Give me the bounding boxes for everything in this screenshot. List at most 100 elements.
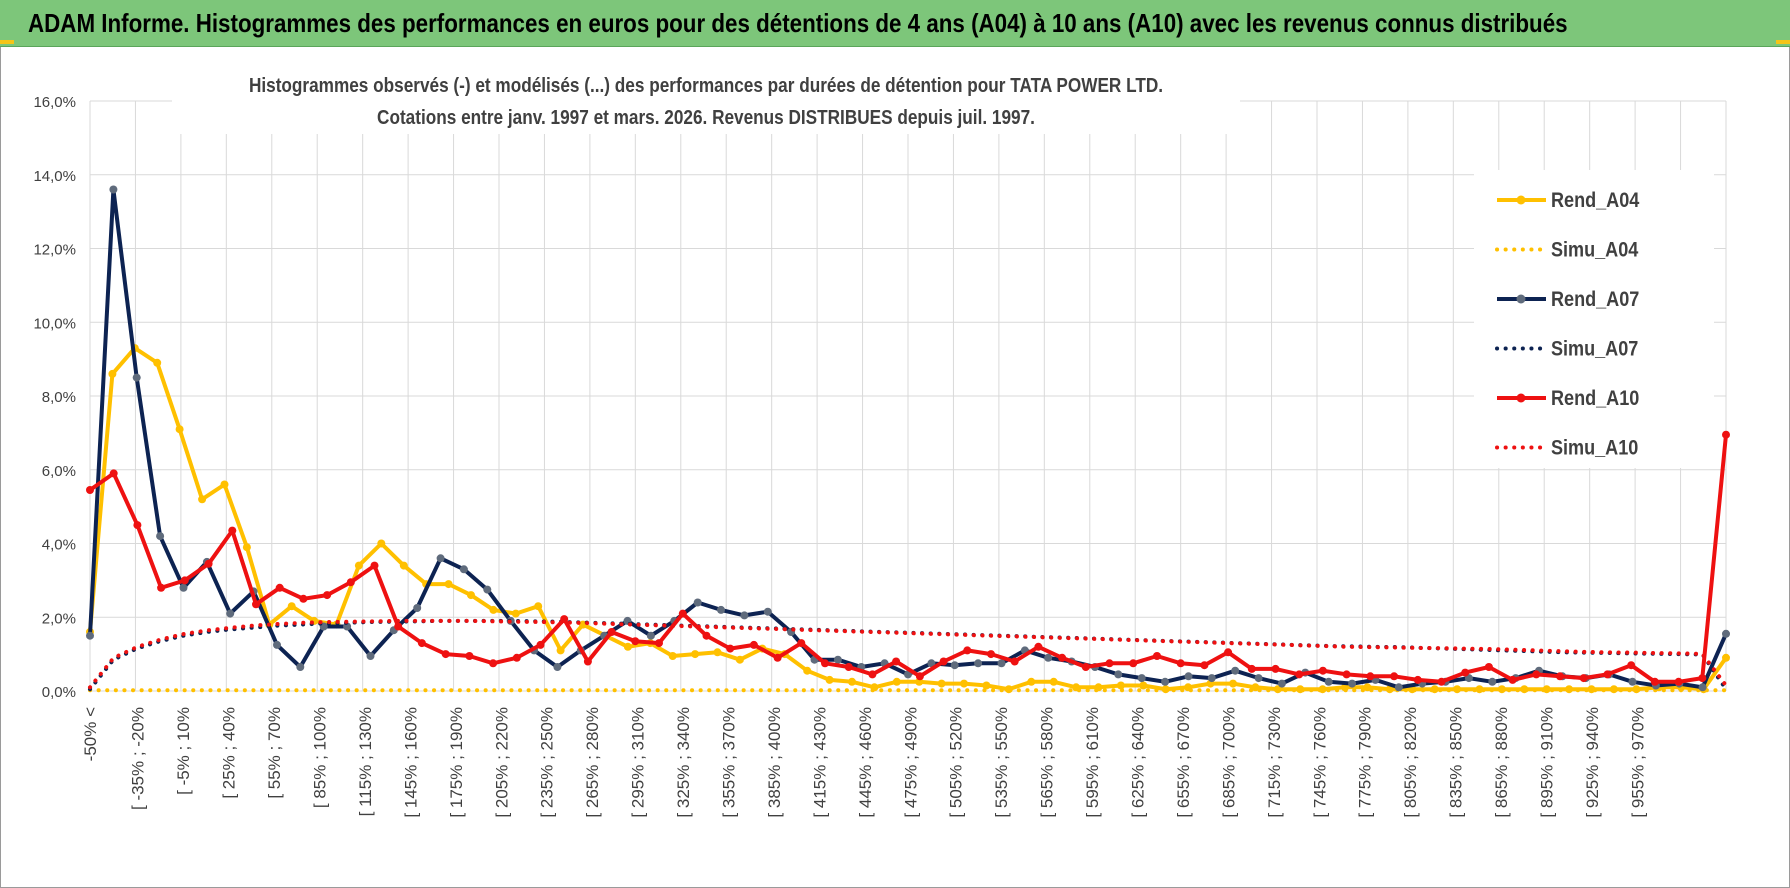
series-rend-a04-point bbox=[825, 675, 834, 684]
series-rend-a10-point bbox=[133, 521, 142, 530]
series-rend-a10-point bbox=[963, 646, 972, 655]
series-rend-a07-point bbox=[763, 607, 772, 616]
series-rend-a04-point bbox=[534, 602, 543, 611]
series-rend-a04-point bbox=[377, 539, 386, 548]
series-rend-a07-point bbox=[974, 659, 983, 668]
series-rend-a10-point bbox=[868, 670, 877, 679]
x-tick-label: [ 625% ; 640% bbox=[1128, 707, 1147, 818]
legend: Rend_A04 Simu_A04 Rend_A07 Simu_A07 Rend_A10… bbox=[1474, 170, 1714, 468]
series-rend-a07-point bbox=[1324, 677, 1333, 686]
legend-label-rend-a04: Rend_A04 bbox=[1551, 189, 1639, 213]
legend-marker-rend-a10 bbox=[1516, 393, 1526, 403]
series-rend-a07-point bbox=[693, 598, 702, 607]
series-rend-a07-point bbox=[1044, 653, 1053, 662]
series-rend-a10-point bbox=[157, 583, 166, 592]
x-tick-label: [ 355% ; 370% bbox=[719, 707, 738, 818]
series-rend-a10-point bbox=[1010, 657, 1019, 666]
series-rend-a07-point bbox=[1137, 674, 1146, 683]
series-rend-a10-point bbox=[1508, 675, 1517, 684]
series-rend-a10-point bbox=[417, 639, 426, 648]
series-rend-a10-point bbox=[1318, 666, 1327, 675]
x-tick-label: [ 715% ; 730% bbox=[1265, 707, 1284, 818]
series-rend-a04-point bbox=[623, 642, 632, 651]
series-rend-a10-point bbox=[1484, 663, 1493, 671]
x-tick-label: [ 325% ; 340% bbox=[674, 707, 693, 818]
series-rend-a10-point bbox=[678, 609, 687, 618]
x-tick-label: [ 445% ; 460% bbox=[856, 707, 875, 818]
x-tick-label: [ -35% ; -20% bbox=[129, 707, 148, 810]
series-rend-a10-point bbox=[204, 559, 213, 568]
series-rend-a10-point bbox=[370, 561, 379, 570]
series-rend-a10-point bbox=[1153, 652, 1161, 660]
series-rend-a07-point bbox=[273, 640, 281, 649]
y-tick-label: 4,0% bbox=[42, 537, 76, 554]
series-rend-a04-point bbox=[556, 646, 565, 655]
corner-accent-left bbox=[0, 40, 14, 44]
legend-label-rend-a10: Rend_A10 bbox=[1551, 387, 1639, 411]
series-simu-a10-line bbox=[88, 618, 1728, 690]
series-rend-a04-point bbox=[399, 561, 408, 570]
y-tick-label: 14,0% bbox=[33, 168, 76, 185]
series-rend-a04-point bbox=[1116, 681, 1125, 690]
series-rend-a04-point bbox=[691, 650, 700, 659]
series-rend-a04-point bbox=[1229, 679, 1237, 688]
series-rend-a10-point bbox=[1413, 675, 1422, 684]
y-tick-label: 16,0% bbox=[33, 94, 76, 111]
series-rend-a07-point bbox=[646, 631, 655, 640]
series-rend-a04-point bbox=[153, 358, 162, 367]
series-rend-a07-point bbox=[1698, 683, 1707, 692]
series-rend-a10-point bbox=[1058, 653, 1067, 662]
series-rend-a10-point bbox=[180, 576, 189, 585]
series-rend-a07-point bbox=[553, 663, 562, 671]
x-tick-label: [ 745% ; 760% bbox=[1310, 707, 1329, 818]
y-tick-label: 2,0% bbox=[42, 610, 76, 627]
series-rend-a10-point bbox=[583, 657, 592, 666]
x-tick-label: [ 25% ; 40% bbox=[220, 707, 239, 799]
x-tick-label: [ 85% ; 100% bbox=[310, 707, 329, 808]
x-tick-label: [ 205% ; 220% bbox=[492, 707, 511, 818]
series-rend-a07-point bbox=[296, 663, 305, 671]
series-rend-a10-point bbox=[987, 650, 995, 659]
series-rend-a10-point bbox=[1034, 642, 1043, 651]
series-rend-a04-point bbox=[175, 425, 184, 434]
series-rend-a10-point bbox=[939, 657, 948, 666]
legend-label-simu-a07: Simu_A07 bbox=[1551, 337, 1638, 361]
series-rend-a04-point bbox=[467, 591, 475, 600]
series-rend-a04-point bbox=[1027, 677, 1036, 686]
series-layer bbox=[86, 185, 1730, 694]
x-tick-label: [ 565% ; 580% bbox=[1038, 707, 1057, 818]
series-rend-a07-point bbox=[459, 565, 468, 574]
corner-accent-right bbox=[1776, 40, 1790, 44]
series-rend-a04-point bbox=[198, 495, 207, 504]
series-rend-a04-point bbox=[1251, 683, 1260, 692]
x-tick-label: [ 115% ; 130% bbox=[356, 707, 375, 816]
series-rend-a10-point bbox=[655, 639, 663, 648]
grid-layer bbox=[89, 100, 1727, 692]
series-rend-a10-point bbox=[1390, 672, 1399, 681]
series-rend-a04-point bbox=[1363, 683, 1372, 692]
series-rend-a10-point bbox=[892, 657, 901, 666]
series-rend-a04-point bbox=[937, 679, 946, 688]
series-rend-a07-point bbox=[927, 659, 936, 668]
series-rend-a07-point bbox=[1722, 629, 1730, 638]
x-tick-label: [ 865% ; 880% bbox=[1492, 707, 1511, 818]
series-rend-a10-point bbox=[1247, 664, 1256, 673]
title-background bbox=[172, 68, 1240, 134]
series-rend-a10-line bbox=[88, 434, 1728, 684]
series-rend-a07-point bbox=[833, 655, 842, 664]
series-rend-a10-point bbox=[797, 639, 806, 648]
series-rend-a04-point bbox=[1722, 653, 1730, 662]
series-rend-a07-point bbox=[1254, 674, 1263, 683]
series-rend-a04-point bbox=[848, 677, 856, 686]
series-rend-a10-point bbox=[1295, 670, 1304, 679]
y-tick-label: 0,0% bbox=[42, 684, 76, 701]
series-rend-a04-point bbox=[444, 580, 453, 589]
series-rend-a10-point bbox=[536, 640, 545, 649]
series-rend-a07-point bbox=[740, 611, 749, 620]
series-rend-a10-point bbox=[86, 486, 94, 494]
series-rend-a10-point bbox=[299, 594, 308, 603]
series-rend-a07-point bbox=[950, 661, 959, 670]
banner-title: ADAM Informe. Histogrammes des performan… bbox=[28, 8, 1568, 38]
series-rend-a10-point bbox=[1532, 670, 1541, 679]
series-rend-a10-point bbox=[1698, 674, 1707, 683]
